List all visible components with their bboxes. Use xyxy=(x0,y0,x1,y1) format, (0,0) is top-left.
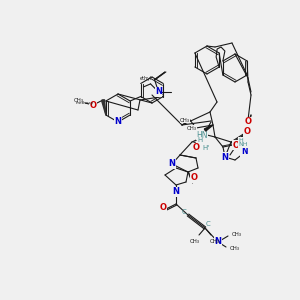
Text: H: H xyxy=(238,137,243,142)
Text: O: O xyxy=(89,100,97,109)
Text: CH₃: CH₃ xyxy=(187,125,197,130)
Text: NH: NH xyxy=(238,142,248,148)
Text: N: N xyxy=(214,238,221,247)
Text: O: O xyxy=(244,118,251,127)
Text: O: O xyxy=(190,173,197,182)
Text: H': H' xyxy=(202,145,210,151)
Text: O: O xyxy=(244,128,250,136)
Text: H: H xyxy=(197,137,202,143)
Text: N: N xyxy=(221,152,229,161)
Text: methoxy: methoxy xyxy=(76,101,94,105)
Text: N: N xyxy=(172,188,179,196)
Text: C: C xyxy=(206,221,210,227)
Text: N: N xyxy=(155,87,162,96)
Text: CH₃: CH₃ xyxy=(210,239,220,244)
Text: O: O xyxy=(160,203,167,212)
Text: HN: HN xyxy=(196,130,208,140)
Text: CH₃: CH₃ xyxy=(230,247,240,251)
Polygon shape xyxy=(204,125,213,131)
Text: CH₃: CH₃ xyxy=(74,98,84,103)
Text: O: O xyxy=(232,140,239,149)
Text: CH₃: CH₃ xyxy=(190,239,200,244)
Polygon shape xyxy=(101,100,106,115)
Text: CH₃: CH₃ xyxy=(232,232,242,236)
Text: N: N xyxy=(241,148,247,157)
Text: N: N xyxy=(115,118,122,127)
Text: N: N xyxy=(169,160,176,169)
Text: CH₃: CH₃ xyxy=(180,118,190,122)
Text: O: O xyxy=(193,143,200,152)
Text: ethyl: ethyl xyxy=(139,76,152,81)
Text: C: C xyxy=(182,209,186,215)
